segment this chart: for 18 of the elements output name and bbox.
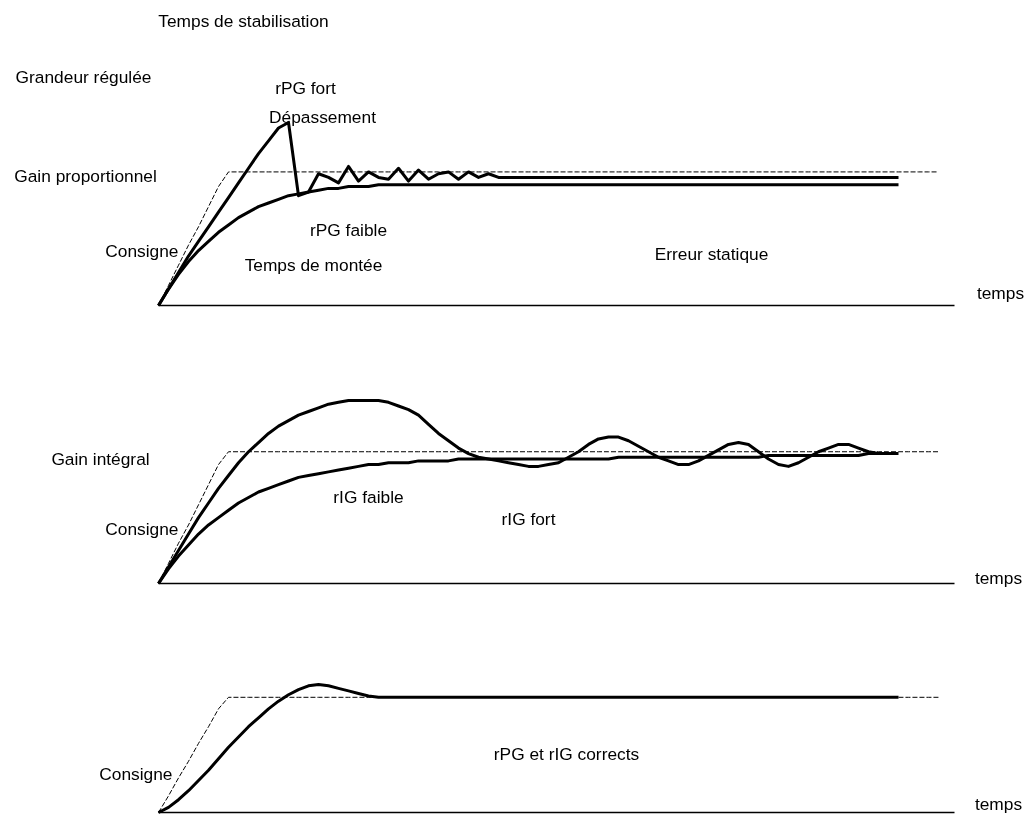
x-axis-title: temps: [974, 793, 1023, 814]
annotation: Erreur statique: [654, 244, 769, 265]
series-label: Consigne: [105, 240, 179, 261]
text: Temps de stabilisation: [158, 10, 329, 31]
text: rPG et rIG corrects: [493, 743, 640, 764]
text: Gain intégral: [51, 449, 150, 470]
series-label: rPG fort: [275, 77, 337, 98]
series-label: rPG faible: [309, 220, 388, 241]
series-label: Consigne: [99, 764, 173, 785]
x-axis-title: temps: [976, 282, 1025, 303]
x-axis-title: temps: [974, 568, 1023, 589]
y-axis-title: Grandeur régulée: [15, 66, 152, 87]
series-label: Consigne: [105, 518, 179, 539]
text: Gain proportionnel: [14, 165, 157, 186]
annotation: Temps de montée: [244, 255, 383, 276]
annotation: Dépassement: [269, 107, 377, 128]
text: rIG fort: [501, 508, 556, 529]
series-label: rIG faible: [333, 487, 404, 508]
